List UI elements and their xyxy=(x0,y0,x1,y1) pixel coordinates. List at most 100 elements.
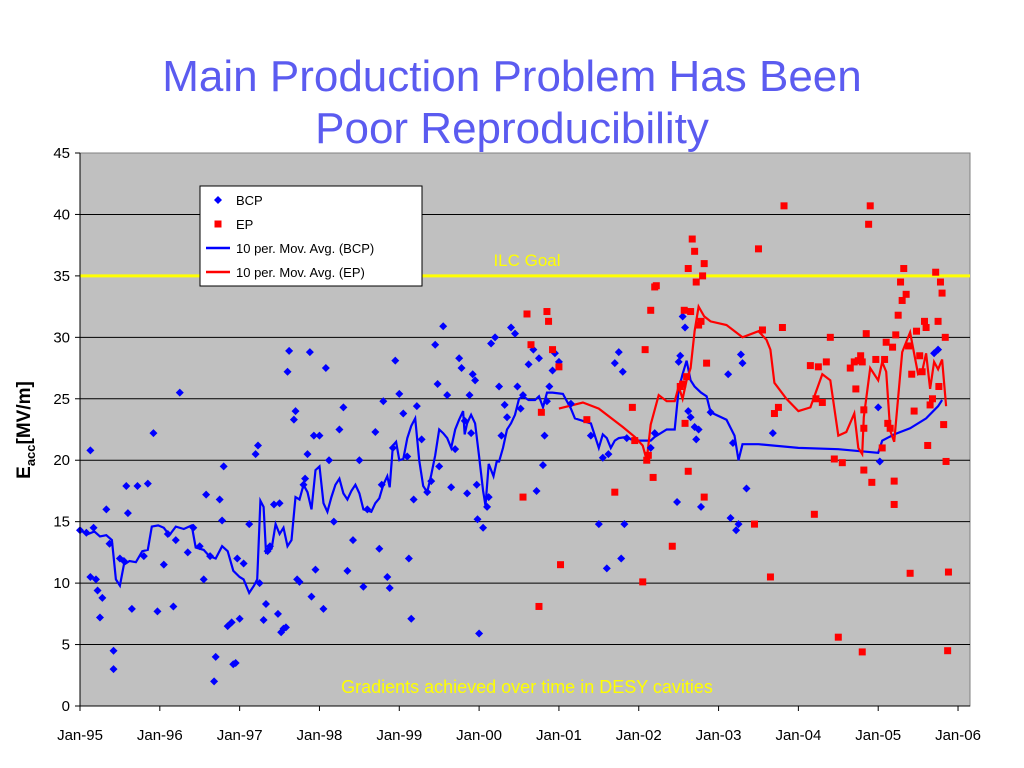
ep-point xyxy=(519,493,527,501)
bcp-point xyxy=(95,613,104,622)
bcp-point xyxy=(329,517,338,526)
ep-point xyxy=(852,385,860,393)
ep-point xyxy=(890,500,898,508)
bcp-point xyxy=(538,461,547,470)
bcp-point xyxy=(273,609,282,618)
y-tick-label: 10 xyxy=(53,575,70,592)
bcp-point xyxy=(169,602,178,611)
bcp-point xyxy=(472,480,481,489)
bcp-point xyxy=(439,322,448,331)
ep-point xyxy=(918,368,926,376)
ep-point xyxy=(695,321,703,329)
bcp-point xyxy=(399,409,408,418)
ep-point xyxy=(834,633,842,641)
bcp-point xyxy=(377,480,386,489)
bcp-point xyxy=(427,477,436,486)
bcp-point xyxy=(119,556,128,565)
bcp-point xyxy=(359,582,368,591)
bcp-point xyxy=(417,435,426,444)
series-line xyxy=(558,303,948,461)
legend-label: EP xyxy=(236,217,253,232)
legend: BCP EP 10 per. Mov. Avg. (BCP) 10 per. Mov.… xyxy=(199,185,423,287)
bcp-point xyxy=(149,429,158,438)
bcp-point xyxy=(343,566,352,575)
legend-box xyxy=(199,185,423,287)
ep-point xyxy=(652,282,660,290)
ep-point xyxy=(543,308,551,316)
bcp-point xyxy=(218,516,227,525)
ep-point xyxy=(810,510,818,518)
ep-point xyxy=(908,370,916,378)
y-tick-label: 45 xyxy=(53,145,70,162)
ep-point xyxy=(699,272,707,280)
bcp-point xyxy=(211,652,220,661)
ep-point xyxy=(872,355,880,363)
bcp-point xyxy=(235,614,244,623)
bcp-point xyxy=(484,493,493,502)
y-tick-label: 20 xyxy=(53,452,70,469)
ep-point xyxy=(818,398,826,406)
bcp-point xyxy=(646,443,655,452)
bcp-point xyxy=(233,554,242,563)
bcp-point xyxy=(383,572,392,581)
bcp-point xyxy=(465,391,474,400)
data-points xyxy=(76,202,952,686)
ep-point xyxy=(850,358,858,366)
bcp-point xyxy=(433,380,442,389)
bcp-point xyxy=(133,482,142,491)
ep-point xyxy=(780,202,788,210)
bcp-point xyxy=(309,431,318,440)
moving-average-lines xyxy=(79,303,948,596)
bcp-point xyxy=(768,429,777,438)
ep-point xyxy=(882,338,890,346)
bcp-point xyxy=(650,429,659,438)
bcp-point xyxy=(375,544,384,553)
bcp-point xyxy=(206,552,215,561)
ep-point xyxy=(935,382,943,390)
bcp-point xyxy=(89,523,98,532)
bcp-point xyxy=(239,559,248,568)
ep-point xyxy=(555,363,563,371)
bcp-point xyxy=(487,339,496,348)
ep-point xyxy=(865,220,873,228)
ep-point xyxy=(942,457,950,465)
x-tick-label: Jan-01 xyxy=(536,727,582,744)
ep-point xyxy=(913,327,921,335)
ep-point xyxy=(814,363,822,371)
ep-point xyxy=(535,602,543,610)
bcp-point xyxy=(618,367,627,376)
bcp-point xyxy=(548,366,557,375)
bcp-point xyxy=(385,584,394,593)
bcp-point xyxy=(251,450,260,459)
ep-point xyxy=(846,364,854,372)
bcp-point xyxy=(261,600,270,609)
ep-point xyxy=(628,403,636,411)
bcp-point xyxy=(275,499,284,508)
bcp-point xyxy=(678,312,687,321)
ep-point xyxy=(611,488,619,496)
bcp-point xyxy=(736,350,745,359)
x-tick-label: Jan-04 xyxy=(775,727,821,744)
bcp-point xyxy=(694,425,703,434)
bcp-point xyxy=(545,382,554,391)
bcp-point xyxy=(210,677,219,686)
bcp-point xyxy=(295,577,304,586)
x-tick-label: Jan-95 xyxy=(57,727,103,744)
ep-point xyxy=(916,352,924,360)
ep-point xyxy=(679,380,687,388)
bcp-point xyxy=(875,457,884,466)
ep-point xyxy=(858,648,866,656)
ep-point xyxy=(826,333,834,341)
bcp-point xyxy=(171,536,180,545)
bcp-point xyxy=(285,346,294,355)
bcp-point xyxy=(681,323,690,332)
ep-point xyxy=(905,342,913,350)
ep-point xyxy=(860,466,868,474)
bcp-point xyxy=(159,560,168,569)
bcp-point xyxy=(311,565,320,574)
bcp-point xyxy=(371,427,380,436)
bcp-point xyxy=(254,441,262,450)
ep-point xyxy=(922,324,930,332)
bcp-point xyxy=(255,579,264,588)
bcp-point xyxy=(319,604,328,613)
